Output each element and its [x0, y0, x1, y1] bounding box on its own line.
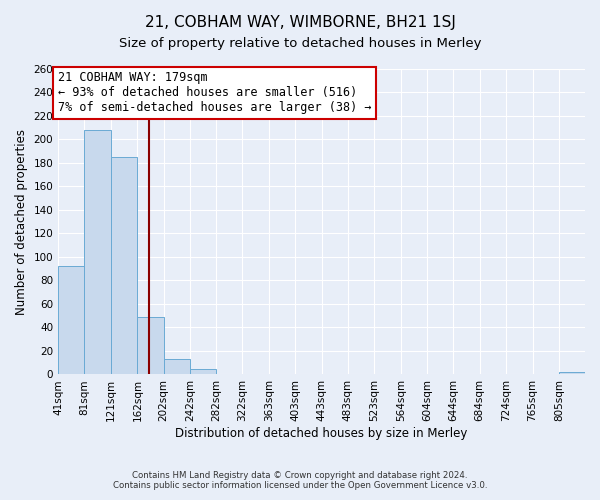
Text: Size of property relative to detached houses in Merley: Size of property relative to detached ho… [119, 38, 481, 51]
X-axis label: Distribution of detached houses by size in Merley: Distribution of detached houses by size … [175, 427, 468, 440]
Y-axis label: Number of detached properties: Number of detached properties [15, 128, 28, 314]
Bar [58, 266, 85, 374]
Bar [137, 317, 164, 374]
Bar [190, 368, 216, 374]
Text: 21, COBHAM WAY, WIMBORNE, BH21 1SJ: 21, COBHAM WAY, WIMBORNE, BH21 1SJ [145, 15, 455, 30]
Bar [110, 157, 137, 374]
Text: 21 COBHAM WAY: 179sqm
← 93% of detached houses are smaller (516)
7% of semi-deta: 21 COBHAM WAY: 179sqm ← 93% of detached … [58, 72, 371, 114]
Text: Contains HM Land Registry data © Crown copyright and database right 2024.
Contai: Contains HM Land Registry data © Crown c… [113, 470, 487, 490]
Bar [85, 130, 110, 374]
Bar [559, 372, 585, 374]
Bar [164, 359, 190, 374]
